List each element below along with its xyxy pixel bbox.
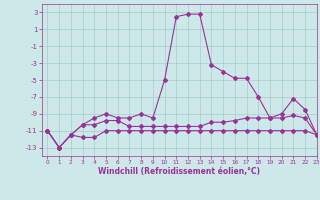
X-axis label: Windchill (Refroidissement éolien,°C): Windchill (Refroidissement éolien,°C) <box>98 167 260 176</box>
